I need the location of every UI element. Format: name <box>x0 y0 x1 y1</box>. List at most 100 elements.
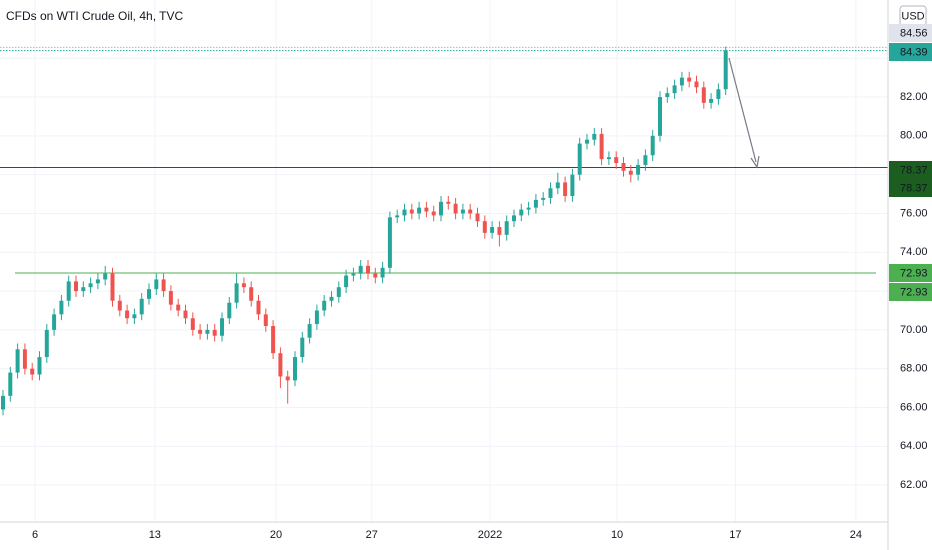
candle-body <box>592 133 597 140</box>
candle-body <box>519 209 524 216</box>
x-tick-label: 27 <box>366 529 378 541</box>
candle-body <box>672 85 677 94</box>
candle-body <box>125 310 130 319</box>
candle-body <box>614 157 619 164</box>
chart-title: CFDs on WTI Crude Oil, 4h, TVC <box>6 9 183 23</box>
candle-body <box>227 302 232 319</box>
price-tag-label: 72.93 <box>900 267 928 279</box>
candle-body <box>563 182 568 196</box>
candle-body <box>431 211 436 216</box>
candle-body <box>183 310 188 319</box>
candle-body <box>446 201 451 204</box>
candle-body <box>460 209 465 214</box>
candle-body <box>709 98 714 103</box>
price-tag <box>889 283 932 301</box>
candle-body <box>650 135 655 156</box>
candle-body <box>30 368 35 375</box>
candle-body <box>351 273 356 276</box>
price-tag <box>889 264 932 282</box>
candle-body <box>95 279 100 284</box>
candle-body <box>380 267 385 278</box>
candle-body <box>15 349 20 373</box>
price-tag-label: 78.37 <box>900 182 928 194</box>
arrow-head <box>750 155 760 169</box>
candle-body <box>168 291 173 305</box>
candle-body <box>555 182 560 189</box>
y-tick-label: 66.00 <box>900 401 928 413</box>
candle-body <box>468 209 473 214</box>
candle-body <box>439 201 443 216</box>
candle-body <box>658 97 662 136</box>
candle-body <box>453 203 458 214</box>
candle-body <box>132 314 137 319</box>
candle-body <box>263 314 268 327</box>
candle-body <box>409 209 414 214</box>
candle-body <box>621 163 626 171</box>
candle-body <box>606 157 611 160</box>
candle-body <box>687 77 692 82</box>
candle-body <box>329 296 334 301</box>
candle-body <box>504 221 509 235</box>
candle-body <box>117 300 122 311</box>
candle-body <box>154 279 159 290</box>
candle-body <box>497 227 502 235</box>
candle-body <box>52 314 57 330</box>
candle-body <box>256 300 261 315</box>
candle-body <box>205 329 210 334</box>
candle-body <box>88 283 93 288</box>
candle-body <box>387 217 392 268</box>
x-tick-label: 24 <box>850 529 862 541</box>
candle-body <box>643 155 648 165</box>
candle-body <box>241 283 246 288</box>
x-tick-label: 20 <box>270 529 282 541</box>
x-tick-label: 10 <box>611 529 623 541</box>
x-tick-label: 2022 <box>478 529 502 541</box>
candle-body <box>482 221 487 233</box>
candle-body <box>541 197 546 200</box>
candle-body <box>66 281 71 301</box>
candle-body <box>417 207 422 214</box>
candle-body <box>533 199 538 208</box>
arrow-line <box>728 57 757 163</box>
candle-body <box>37 357 42 375</box>
price-tag <box>889 24 932 42</box>
candle-body <box>344 275 349 288</box>
candle-body <box>402 209 407 216</box>
candle-body <box>44 329 49 358</box>
candle-body <box>234 283 239 303</box>
candle-body <box>300 337 305 358</box>
candle-body <box>716 89 721 99</box>
candle-body <box>139 298 144 315</box>
candle-body <box>628 170 633 175</box>
y-tick-label: 76.00 <box>900 207 928 219</box>
x-tick-label: 6 <box>32 529 38 541</box>
candle-body <box>694 81 699 88</box>
y-tick-label: 80.00 <box>900 130 928 142</box>
candle-body <box>147 289 151 299</box>
candle-body <box>475 213 480 222</box>
candle-body <box>490 227 495 233</box>
candle-body <box>570 174 575 196</box>
y-tick-label: 64.00 <box>900 440 928 452</box>
price-tag-label: 84.39 <box>900 46 928 58</box>
candle-body <box>190 318 195 330</box>
y-tick-label: 82.00 <box>900 91 928 103</box>
candle-body <box>110 273 115 301</box>
candle-body <box>512 215 516 222</box>
candle-body <box>679 77 684 86</box>
price-tag <box>889 179 932 197</box>
candle-body <box>74 281 78 292</box>
candle-body <box>212 329 217 336</box>
candle-body <box>81 287 86 292</box>
currency: USD <box>901 10 924 22</box>
candle-body <box>701 87 706 103</box>
y-tick-label: 74.00 <box>900 246 928 258</box>
candle-body <box>1 395 5 410</box>
candle-body <box>103 273 108 280</box>
candle-body <box>373 273 378 278</box>
candle-body <box>22 349 27 369</box>
candle-body <box>366 265 370 274</box>
candle-body <box>395 215 400 218</box>
